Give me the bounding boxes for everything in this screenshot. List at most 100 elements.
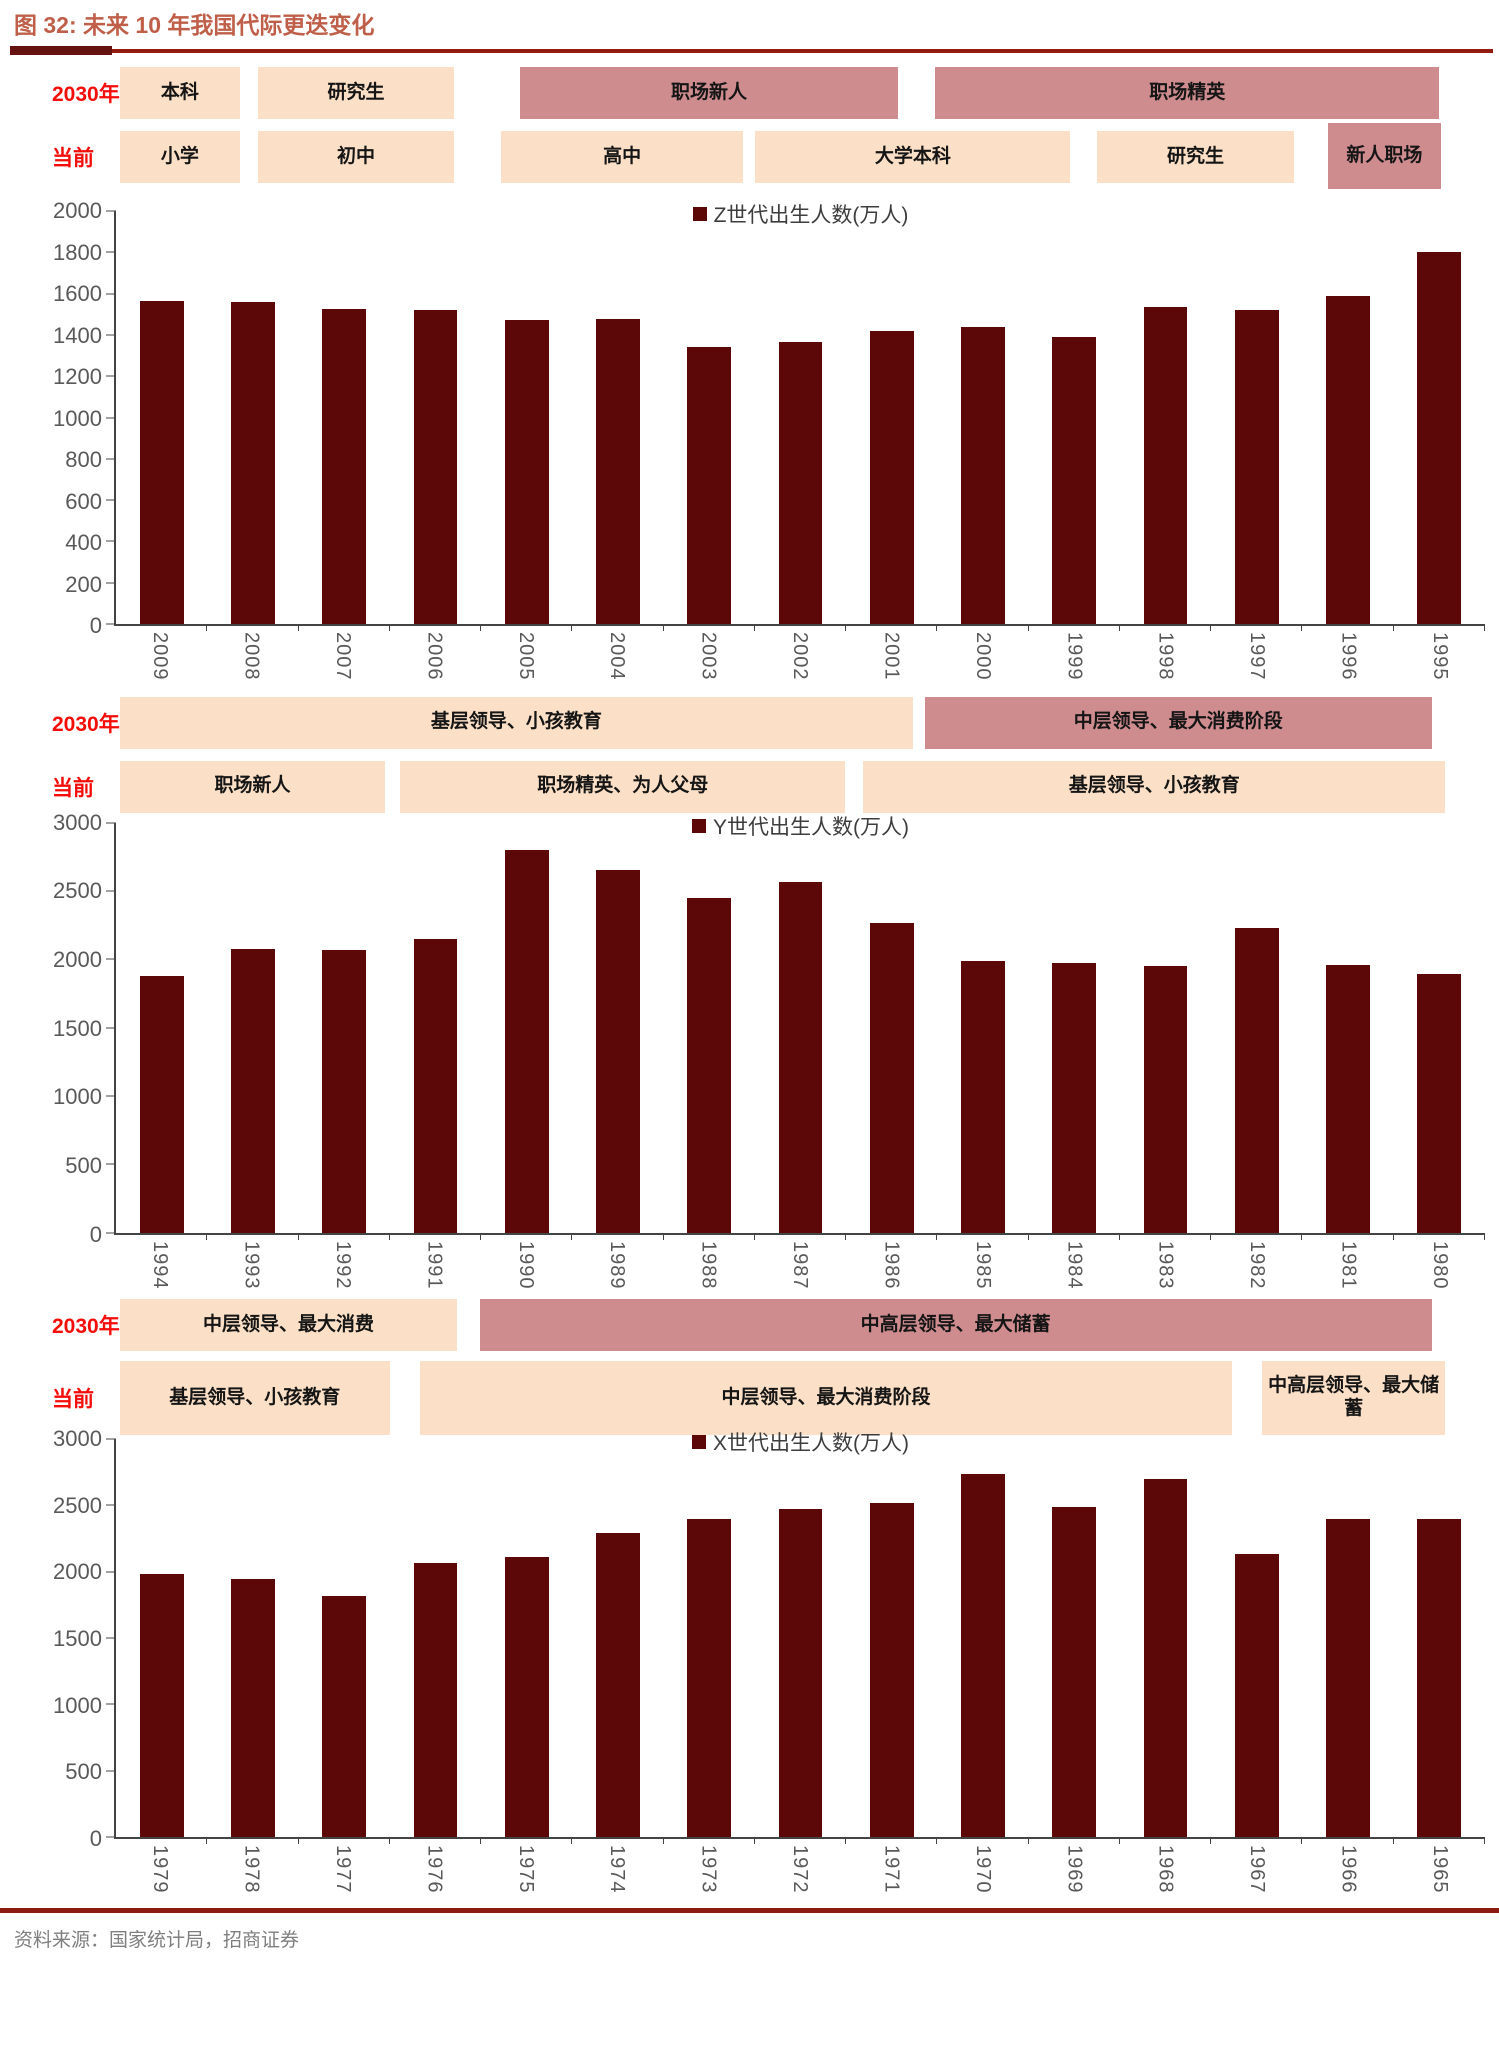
- bar-slot: [1211, 1439, 1302, 1837]
- x-tick-mark: [299, 1837, 390, 1844]
- x-tick-label: 2003: [697, 632, 720, 681]
- bar-slot: [116, 211, 207, 624]
- bar-slot: [572, 211, 663, 624]
- y-tick-mark: [106, 251, 116, 253]
- x-tick-label: 1980: [1428, 1240, 1451, 1290]
- stage-band: 职场新人: [520, 67, 898, 119]
- x-label-slot: 2005: [480, 632, 571, 681]
- y-chart-plot-area: Y世代出生人数(万人): [106, 816, 1485, 1240]
- title-rule-line: [10, 49, 1493, 53]
- y-tick-label: 0: [89, 1221, 102, 1247]
- bar-1983: [1143, 966, 1188, 1233]
- legend-label: X世代出生人数(万人): [713, 1432, 909, 1455]
- x-label-slot: 1979: [114, 1845, 205, 1894]
- bar-2002: [778, 342, 823, 624]
- bar-slot: [1029, 823, 1120, 1233]
- bar-1995: [1417, 252, 1462, 624]
- stage-band: 中层领导、最大消费阶段: [419, 1361, 1233, 1435]
- x-tick-label: 2007: [332, 632, 355, 681]
- x-tick-label: 1977: [332, 1845, 355, 1894]
- x-tick-label: 2000: [971, 632, 994, 681]
- x-tick-label: 1992: [332, 1240, 355, 1290]
- x-tick-label: 1989: [606, 1240, 629, 1290]
- stage-band: 中高层领导、最大储蓄: [479, 1299, 1432, 1351]
- title-rule: [0, 46, 1499, 55]
- y-tick-mark: [106, 375, 116, 377]
- figure-title: 图 32: 未来 10 年我国代际更迭变化: [14, 12, 375, 38]
- period-label: 当前: [52, 147, 94, 170]
- x-chart-x-labels: 1979 1978 1977 1976 1975 1974 1973 1972 1971 1970…: [114, 1845, 1485, 1894]
- generation-row: 2030年 本科 研究生 职场新人 职场精英: [0, 67, 1499, 119]
- y-tick-mark: [106, 540, 116, 542]
- bar-slot: [846, 823, 937, 1233]
- bar-slot: [481, 211, 572, 624]
- y-tick-label: 3000: [53, 1426, 102, 1451]
- stage-band: 小学: [119, 131, 240, 183]
- x-label-slot: 1967: [1211, 1845, 1302, 1894]
- bar-1984: [1052, 963, 1097, 1233]
- x-label-slot: 1998: [1119, 632, 1210, 681]
- x-tick-label: 1988: [697, 1240, 720, 1290]
- y-tick-mark: [106, 210, 116, 212]
- x-tick-label: 1982: [1246, 1240, 1269, 1290]
- bar-1996: [1326, 295, 1370, 624]
- bar-slot: [390, 823, 481, 1233]
- y-tick-label: 2500: [53, 1492, 102, 1518]
- x-tick-mark: [1302, 1232, 1394, 1240]
- bar-slot: [846, 1439, 937, 1837]
- z-chart-x-labels: 2009 2008 2007 2006 2005 2004 2003 2002 2001 2000…: [114, 632, 1485, 681]
- x-chart-x-labels-row: 1979 1978 1977 1976 1975 1974 1973 1972 1971 1970…: [14, 1845, 1485, 1894]
- bar-slot: [207, 211, 298, 624]
- bar-1998: [1143, 307, 1188, 624]
- x-tick-label: 1975: [514, 1845, 537, 1894]
- y-tick-mark: [106, 334, 116, 336]
- y-tick-label: 1800: [53, 239, 102, 265]
- stage-band: 基层领导、小孩教育: [119, 1361, 390, 1435]
- bar-2001: [869, 330, 914, 624]
- y-tick-label: 2500: [53, 878, 102, 904]
- y-tick-mark: [106, 1504, 116, 1506]
- bar-slot: [481, 823, 572, 1233]
- bar-1989: [596, 869, 640, 1233]
- x-tick-mark: [207, 1232, 299, 1240]
- x-tick-label: 2005: [514, 632, 537, 681]
- bar-slot: [846, 211, 937, 624]
- stage-band: 大学本科: [755, 131, 1071, 183]
- x-tick-label: 1996: [1337, 632, 1360, 681]
- y-tick-mark: [106, 293, 116, 295]
- x-labels-spacer: [14, 632, 114, 681]
- legend-swatch-icon: [692, 818, 706, 833]
- bar-slot: [207, 1439, 298, 1837]
- bar-slot: [572, 1439, 663, 1837]
- y-tick-mark: [106, 890, 116, 892]
- x-tick-label: 2008: [240, 632, 263, 681]
- y-tick-label: 1000: [53, 405, 102, 431]
- y-tick-mark: [106, 582, 116, 584]
- bar-slot: [572, 823, 663, 1233]
- x-label-slot: 1971: [845, 1845, 936, 1894]
- x-label-slot: 1996: [1302, 632, 1393, 681]
- period-label: 当前: [52, 1388, 94, 1411]
- bar-1970: [961, 1474, 1005, 1837]
- x-tick-label: 1990: [514, 1240, 537, 1290]
- x-tick-label: 1971: [880, 1845, 903, 1894]
- z-chart-bars: [116, 211, 1485, 624]
- y-tick-label: 1000: [53, 1692, 102, 1718]
- x-tick-mark: [390, 1837, 482, 1844]
- x-tick-label: 1979: [149, 1845, 172, 1894]
- bar-slot: [1211, 211, 1302, 624]
- y-tick-label: 1600: [53, 281, 102, 306]
- x-generation-chart-section: 2030年 中层领导、最大消费 中高层领导、最大储蓄 当前 基层领导、小孩教育 中层领导、…: [0, 1299, 1499, 1894]
- x-tick-label: 1984: [1063, 1240, 1086, 1290]
- x-label-slot: 1969: [1028, 1845, 1119, 1894]
- x-tick-mark: [846, 1232, 938, 1240]
- x-label-slot: 1972: [754, 1845, 845, 1894]
- bar-slot: [207, 823, 298, 1233]
- y-tick-mark: [106, 1438, 116, 1440]
- y-tick-mark: [106, 1027, 116, 1028]
- period-label: 2030年: [52, 1315, 120, 1338]
- bar-1997: [1234, 310, 1279, 624]
- x-chart-plot-area: X世代出生人数(万人): [106, 1432, 1485, 1844]
- stage-band: 职场精英: [935, 67, 1440, 119]
